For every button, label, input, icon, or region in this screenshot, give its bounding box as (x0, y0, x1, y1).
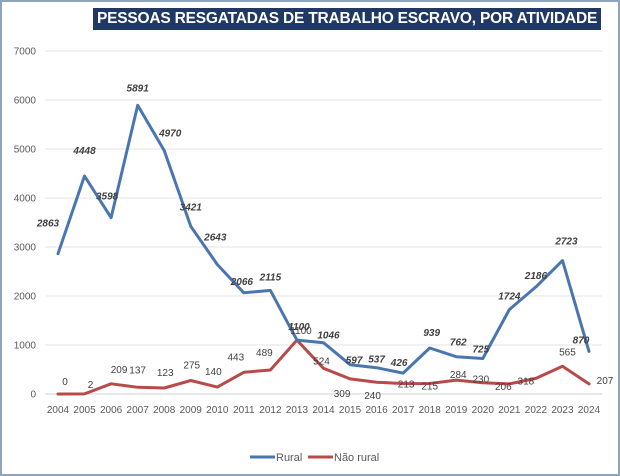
data-label-nao-rural: 489 (256, 348, 273, 359)
data-labels: 2863 4448 3598 5891 4970 3421 2643 2066 2115 1100… (36, 83, 614, 402)
x-tick-label: 2017 (392, 405, 415, 416)
chart-title: PESSOAS RESGATADAS DE TRABALHO ESCRAVO, … (93, 8, 602, 30)
series-line-rural (56, 103, 591, 375)
data-label-rural: 5891 (127, 83, 150, 94)
data-label-nao-rural: 213 (398, 380, 415, 391)
x-axis-ticks: 2004 2005 2006 2007 2008 2009 2010 2011 2012 2013… (47, 405, 601, 416)
y-tick-label: 7000 (14, 47, 37, 58)
data-label-nao-rural: 209 (111, 365, 128, 376)
data-label-nao-rural: 230 (472, 375, 489, 386)
data-label-rural: 597 (346, 356, 363, 367)
data-label-rural: 1046 (317, 331, 340, 342)
data-label-nao-rural: 275 (183, 361, 200, 372)
x-tick-label: 2004 (47, 405, 70, 416)
data-label-rural: 4970 (158, 128, 182, 139)
data-label-rural: 725 (472, 344, 489, 355)
x-tick-label: 2015 (339, 405, 362, 416)
x-tick-label: 2022 (525, 405, 548, 416)
data-label-nao-rural: 565 (559, 347, 576, 358)
data-label-rural: 4448 (72, 146, 96, 157)
data-label-nao-rural: 215 (421, 381, 438, 392)
y-tick-label: 0 (30, 390, 36, 401)
x-tick-label: 2013 (286, 405, 309, 416)
data-label-rural: 2066 (230, 277, 254, 288)
data-label-rural: 870 (573, 335, 590, 346)
y-tick-label: 6000 (14, 96, 37, 107)
y-tick-label: 3000 (14, 243, 37, 254)
data-label-nao-rural: 1100 (290, 326, 312, 337)
data-label-rural: 1100 (288, 322, 310, 333)
data-label-nao-rural: 140 (205, 367, 222, 378)
x-tick-label: 2006 (100, 405, 123, 416)
legend-label-nao-rural: Não rural (334, 452, 379, 464)
data-label-nao-rural: 207 (597, 376, 614, 387)
series-lines (56, 103, 591, 396)
x-tick-label: 2009 (180, 405, 203, 416)
data-label-nao-rural: 284 (450, 370, 467, 381)
data-label-rural: 2186 (524, 271, 548, 282)
x-tick-label: 2005 (73, 405, 96, 416)
data-label-rural: 3421 (180, 202, 203, 213)
data-label-rural: 939 (423, 328, 440, 339)
data-label-nao-rural: 309 (334, 389, 351, 400)
gridlines (45, 50, 602, 395)
x-tick-label: 2011 (233, 405, 255, 416)
legend-label-rural: Rural (276, 452, 302, 464)
data-label-nao-rural: 137 (129, 365, 146, 376)
data-label-rural: 2723 (554, 237, 578, 248)
data-label-nao-rural: 524 (313, 356, 330, 367)
data-label-nao-rural: 0 (62, 377, 68, 388)
data-label-rural: 537 (368, 355, 385, 366)
data-label-nao-rural: 318 (518, 376, 535, 387)
data-label-rural: 426 (390, 358, 408, 369)
x-tick-label: 2012 (259, 405, 282, 416)
data-label-rural: 2863 (36, 219, 60, 230)
y-tick-label: 1000 (14, 341, 37, 352)
x-tick-label: 2024 (578, 405, 601, 416)
y-axis-ticks: 0 1000 2000 3000 4000 5000 6000 7000 (14, 47, 37, 401)
x-tick-label: 2016 (365, 405, 388, 416)
data-label-nao-rural: 443 (228, 352, 245, 363)
data-label-nao-rural: 206 (495, 382, 512, 393)
x-tick-label: 2008 (153, 405, 176, 416)
x-tick-label: 2007 (127, 405, 150, 416)
x-tick-label: 2018 (419, 405, 442, 416)
y-tick-label: 2000 (14, 292, 37, 303)
data-label-nao-rural: 240 (364, 391, 381, 402)
data-label-rural: 2115 (259, 272, 282, 283)
x-tick-label: 2019 (445, 405, 468, 416)
data-label-rural: 1724 (498, 292, 521, 303)
x-tick-label: 2020 (472, 405, 495, 416)
x-tick-label: 2023 (551, 405, 574, 416)
y-tick-label: 5000 (14, 145, 37, 156)
data-label-rural: 762 (450, 338, 467, 349)
data-label-rural: 2643 (203, 232, 227, 243)
data-label-nao-rural: 123 (157, 368, 174, 379)
data-label-rural: 3598 (96, 192, 119, 203)
data-label-nao-rural: 2 (88, 380, 94, 391)
series-line-nao-rural (56, 338, 591, 396)
x-tick-label: 2010 (206, 405, 229, 416)
x-tick-label: 2014 (312, 405, 335, 416)
y-tick-label: 4000 (14, 194, 37, 205)
legend: Rural Não rural (250, 452, 379, 464)
x-tick-label: 2021 (498, 405, 521, 416)
